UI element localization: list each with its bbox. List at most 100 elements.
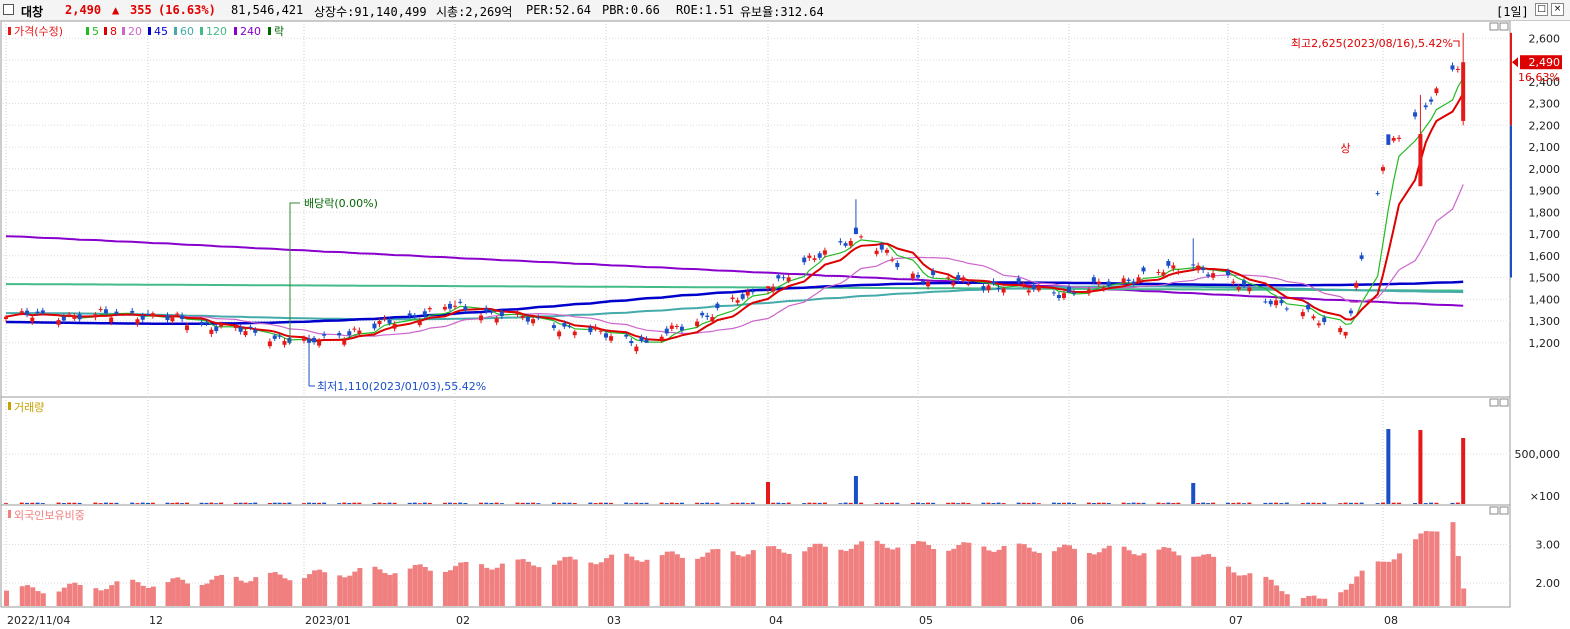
volume-bar (1226, 502, 1230, 504)
candle-body (175, 313, 180, 315)
foreign-bar (30, 587, 36, 606)
candle-body (1101, 287, 1106, 289)
legend-ma-marker (104, 27, 107, 35)
volume-bar (422, 502, 427, 504)
foreign-bar (93, 588, 99, 606)
period-selector[interactable]: [1일] (1496, 5, 1529, 19)
y-tick-label: 2,400 (1529, 76, 1561, 89)
foreign-bar (740, 556, 746, 606)
candle-body (1236, 287, 1241, 290)
volume-bar (710, 503, 715, 504)
volume-bar (204, 502, 209, 504)
candle-body (499, 311, 504, 316)
candle-body (750, 291, 755, 293)
candle-body (910, 273, 915, 279)
retention-ratio: 유보율:312.64 (740, 5, 824, 19)
volume-bar (35, 502, 40, 504)
volume-bar (695, 502, 700, 504)
select-checkbox[interactable] (3, 4, 14, 15)
y-tick-label: 1,700 (1529, 228, 1561, 241)
foreign-bar (1086, 552, 1092, 606)
maximize-icon[interactable]: □ (1535, 3, 1548, 16)
candle-body (233, 325, 238, 329)
volume-bar (267, 503, 272, 504)
candle-body (180, 315, 185, 320)
x-tick-label: 06 (1070, 614, 1084, 627)
current-price: 2,490 (65, 3, 102, 17)
candle-body (412, 314, 417, 317)
foreign-bar (1026, 547, 1032, 606)
foreign-bar (1236, 575, 1242, 606)
volume-bar (150, 502, 155, 504)
foreign-bar (1423, 531, 1429, 606)
candle-body (302, 338, 306, 341)
candle-body (634, 346, 639, 352)
candle-body (802, 257, 807, 263)
foreign-bar (442, 571, 448, 606)
candle-body (1348, 310, 1353, 314)
volume-bar (1300, 503, 1305, 504)
volume-bar (664, 503, 669, 504)
volume-bar (427, 502, 432, 504)
candle-body (879, 244, 884, 250)
candle-body (730, 297, 735, 300)
volume-bar (916, 502, 920, 504)
foreign-bar (1359, 570, 1365, 606)
y-tick-label: 2,600 (1529, 32, 1561, 45)
foreign-bar (966, 542, 972, 606)
volume-bar (317, 502, 322, 504)
volume-bar (812, 502, 817, 504)
foreign-bar (531, 565, 537, 606)
foreign-bar (1021, 544, 1027, 606)
volume-bar (536, 503, 541, 504)
volume-bar (312, 502, 317, 504)
candle-body (593, 326, 598, 330)
candle-body (453, 305, 457, 307)
x-tick-label: 07 (1229, 614, 1243, 627)
foreign-bar (277, 574, 283, 606)
close-icon[interactable]: × (1551, 3, 1564, 16)
candle-body (347, 331, 352, 336)
stock-chart: 2022/11/04 12 2023/01 02 03 04 05 06 07 08 1,200 1,… (0, 21, 1562, 627)
foreign-bar (674, 554, 680, 606)
x-tick-label: 08 (1384, 614, 1398, 627)
candle-body (1391, 137, 1396, 141)
foreign-bar (185, 583, 190, 606)
foreign-bar (382, 573, 388, 606)
foreign-bar (1016, 543, 1022, 606)
volume-bar (1101, 502, 1106, 504)
foreign-bar (588, 562, 594, 606)
candle-body (567, 326, 572, 328)
volume-bar (629, 503, 634, 504)
candle-body (812, 258, 817, 260)
candle-body (1450, 65, 1455, 70)
panel-minimize-icon (1489, 398, 1499, 407)
volume-bar (1067, 502, 1071, 504)
foreign-bar (1036, 552, 1042, 606)
volume-bar (679, 502, 684, 504)
foreign-bar (781, 552, 787, 606)
candle-body (1061, 293, 1066, 299)
candle-body (838, 241, 843, 243)
volume-bar (1348, 502, 1353, 504)
candle-body (19, 311, 24, 313)
foreign-bar (463, 561, 469, 606)
foreign-bar (710, 549, 716, 606)
candle-body (735, 300, 740, 303)
legend-ma-marker (174, 27, 177, 35)
foreign-bar (996, 549, 1002, 606)
volume-panel (0, 396, 1511, 506)
volume-bar (1136, 502, 1141, 504)
dividend-marker-line (289, 202, 300, 344)
volume-bar (1316, 502, 1321, 504)
legend-ma-label: 20 (128, 25, 142, 38)
candle-body (1231, 281, 1236, 283)
volume-bar (1386, 429, 1391, 504)
candle-body (786, 277, 791, 282)
candle-body (715, 303, 720, 309)
foreign-bar (150, 586, 156, 606)
volume-bar (382, 503, 387, 504)
volume-bar (1284, 502, 1289, 504)
candle-body (1316, 323, 1321, 326)
foreign-bar (1191, 556, 1197, 606)
